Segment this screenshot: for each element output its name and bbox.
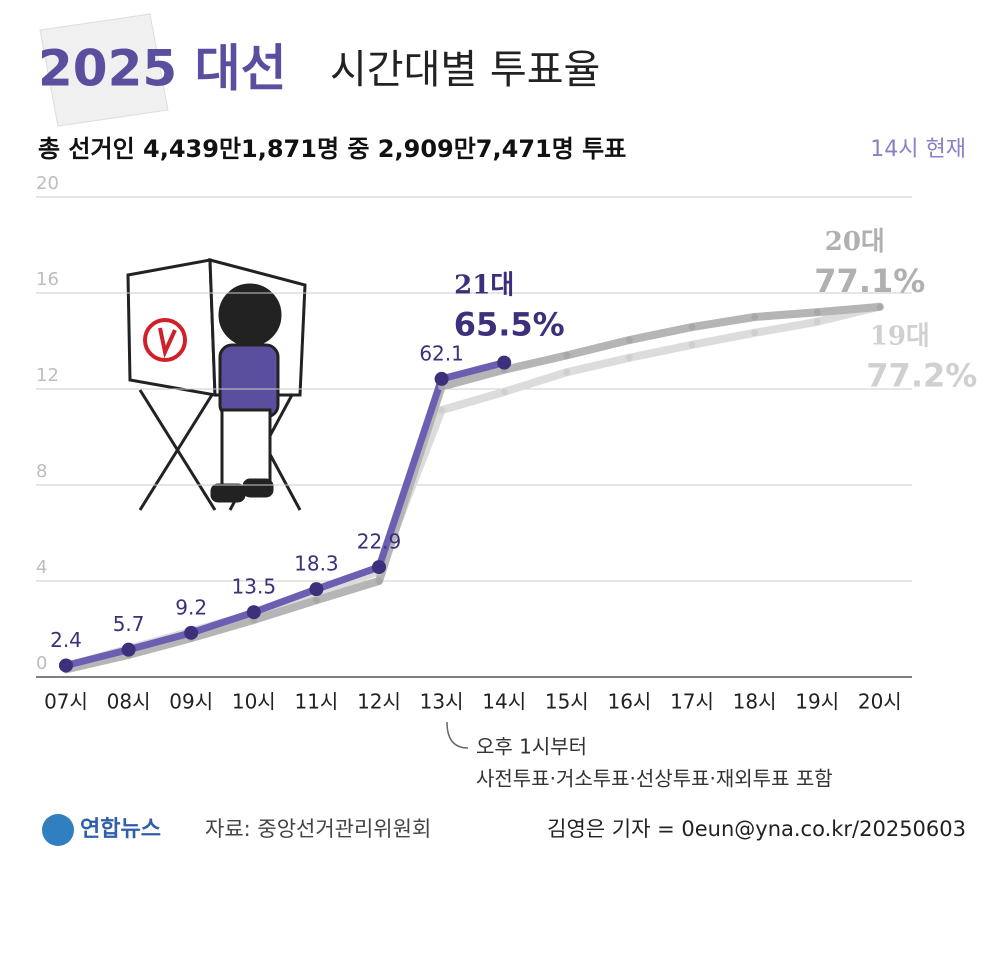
y-tick-label: 0: [36, 653, 47, 674]
annotation: 오후 1시부터: [476, 735, 587, 759]
x-tick-label: 09시: [169, 690, 213, 714]
point: [438, 406, 446, 414]
plot: 0 4 8 12 16 20 07시 08시 09시 10시 11시 12시 13시 14시 15시 16시 1…: [36, 173, 977, 714]
value-label: 22.9: [357, 530, 402, 554]
point: [312, 596, 320, 604]
y-tick-label: 16: [36, 269, 59, 290]
point: [563, 368, 571, 376]
point: [563, 351, 571, 359]
x-tick-label: 20시: [858, 690, 902, 714]
value-label: 18.3: [294, 552, 339, 576]
series-name: 20대: [825, 227, 885, 257]
x-tick-label: 11시: [294, 690, 338, 714]
point: [497, 355, 512, 370]
logo-mark: [42, 814, 74, 846]
value-label: 65.5%: [454, 306, 565, 344]
credit: 김영은 기자 = 0eun@yna.co.kr/20250603: [547, 817, 966, 841]
x-tick-label: 17시: [670, 690, 714, 714]
x-tick-label: 16시: [607, 690, 651, 714]
title: 2025 대선: [38, 40, 287, 98]
value-label: 5.7: [113, 612, 145, 636]
series-name: 19대: [870, 321, 930, 351]
x-tick-label: 10시: [232, 690, 276, 714]
point: [500, 388, 508, 396]
y-tick-label: 12: [36, 365, 59, 386]
note: 14시 현재: [870, 137, 966, 162]
subtitle: 시간대별 투표율: [330, 47, 600, 93]
point: [59, 658, 73, 673]
value-label: 9.2: [175, 595, 207, 619]
value-label: 2.4: [50, 628, 82, 652]
point: [184, 625, 199, 640]
x-tick-label: 18시: [733, 690, 777, 714]
point: [751, 329, 759, 337]
annotation: 사전투표·거소투표·선상투표·재외투표 포함: [476, 767, 833, 791]
x-tick-label: 19시: [795, 690, 839, 714]
point: [121, 642, 136, 657]
x-tick-label: 07시: [44, 690, 88, 714]
point: [434, 371, 449, 386]
point: [688, 341, 696, 349]
line: [62, 302, 884, 674]
annotation-bracket: [446, 721, 469, 749]
logo: 연합뉴스: [80, 816, 161, 842]
ballot-decoration: [39, 13, 169, 127]
line: [62, 359, 508, 669]
x-tick-label: 13시: [420, 690, 464, 714]
point: [309, 582, 324, 597]
source: 자료: 중앙선거관리위원회: [205, 817, 431, 841]
series-name: 21대: [454, 271, 514, 301]
point: [625, 354, 633, 362]
y-tick-label: 4: [36, 557, 47, 578]
y-tick-label: 20: [36, 173, 59, 194]
point: [246, 605, 261, 620]
point: [813, 308, 821, 316]
value-label: 77.1%: [814, 262, 925, 300]
value-label: 13.5: [232, 575, 277, 599]
x-tick-label: 08시: [107, 690, 151, 714]
value-label: 62.1: [419, 341, 464, 365]
point: [625, 336, 633, 344]
point: [876, 303, 884, 311]
point: [751, 313, 759, 321]
y-tick-label: 8: [36, 461, 47, 482]
x-tick-label: 14시: [482, 690, 526, 714]
booth-illustration: [126, 258, 307, 511]
point: [375, 577, 383, 585]
value-label: 77.2%: [866, 356, 977, 394]
x-tick-label: 12시: [357, 690, 401, 714]
point: [688, 323, 696, 331]
point: [813, 318, 821, 326]
point: [372, 560, 386, 575]
x-tick-label: 15시: [545, 690, 589, 714]
caption: 총 선거인 4,439만1,871명 중 2,909만7,471명 투표: [38, 135, 626, 163]
